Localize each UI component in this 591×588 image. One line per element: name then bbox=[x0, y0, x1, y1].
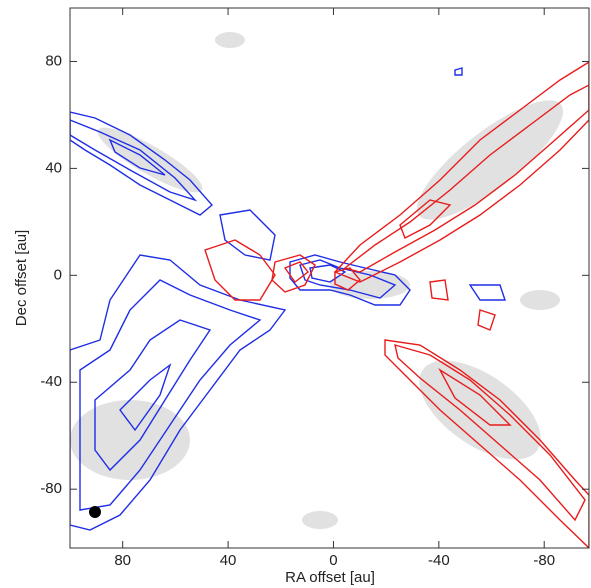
frame bbox=[69, 7, 590, 549]
y-axis-label: Dec offset [au] bbox=[13, 230, 30, 326]
y-tick-label: 0 bbox=[54, 266, 62, 283]
beam bbox=[89, 506, 101, 518]
x-tick-label: 0 bbox=[329, 552, 337, 569]
x-tick-label: 40 bbox=[220, 552, 237, 569]
y-tick-label: -40 bbox=[40, 373, 62, 390]
y-tick-label: -80 bbox=[40, 480, 62, 497]
x-tick-label: 80 bbox=[114, 552, 131, 569]
blue-contours bbox=[70, 67, 506, 531]
x-axis-label: RA offset [au] bbox=[285, 569, 375, 586]
grey-emission bbox=[70, 32, 563, 529]
x-tick-label: -80 bbox=[533, 552, 555, 569]
image-layer bbox=[70, 32, 589, 548]
red-contours bbox=[204, 61, 589, 548]
y-tick-label: 80 bbox=[45, 52, 62, 69]
y-tick-label: 40 bbox=[45, 159, 62, 176]
x-tick-label: -40 bbox=[428, 552, 450, 569]
